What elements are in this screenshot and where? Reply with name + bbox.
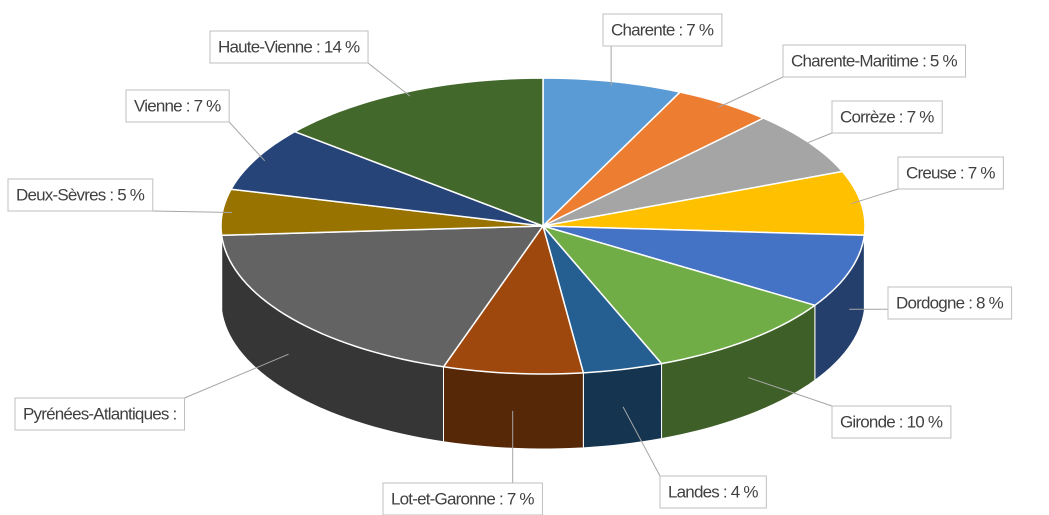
label-box — [887, 286, 1013, 320]
pie-slice — [542, 225, 816, 365]
label-box — [209, 30, 369, 64]
data-label: Dordogne : 8 % — [896, 293, 1004, 312]
data-label: Gironde : 10 % — [840, 412, 943, 431]
label-box — [7, 178, 154, 212]
leader-line — [184, 353, 289, 399]
data-label: Vienne : 7 % — [134, 96, 221, 115]
leader-line — [367, 62, 411, 97]
data-label: Creuse : 7 % — [906, 163, 995, 182]
pie-slice — [220, 225, 544, 368]
data-label: Charente-Maritime : 5 % — [791, 51, 958, 70]
label-box — [897, 156, 1004, 190]
leader-line — [228, 121, 266, 162]
data-label: Charente : 7 % — [611, 20, 714, 39]
label-box — [382, 482, 543, 515]
pie-slice — [542, 225, 663, 374]
label-box — [14, 397, 186, 431]
label-box — [602, 13, 723, 47]
label-box — [659, 475, 767, 509]
pie-slice — [542, 117, 844, 227]
data-label: Pyrénées-Atlantiques : — [23, 404, 177, 423]
leader-line — [152, 210, 233, 213]
pie-slice — [542, 77, 681, 227]
leader-line — [622, 406, 661, 477]
leader-line — [718, 76, 784, 108]
pie-slice — [542, 170, 866, 237]
label-box — [125, 89, 230, 123]
pie-side — [582, 363, 663, 449]
leader-line — [801, 132, 833, 146]
pie-slice — [542, 225, 866, 307]
pie-slice — [542, 91, 765, 227]
pie-slice — [230, 130, 544, 227]
pie-side — [442, 366, 584, 450]
pie-slice — [442, 225, 585, 375]
label-box — [831, 100, 943, 134]
data-label: Lot-et-Garonne : 7 % — [391, 489, 534, 508]
pie-slice — [294, 77, 544, 227]
label-box — [831, 405, 952, 439]
leader-line — [851, 188, 899, 205]
label-box — [782, 44, 967, 78]
data-label: Landes : 4 % — [668, 482, 758, 501]
data-label: Haute-Vienne : 14 % — [218, 37, 360, 56]
data-label: Corrèze : 7 % — [840, 107, 934, 126]
data-label: Deux-Sèvres : 5 % — [16, 185, 145, 204]
leader-line — [748, 377, 833, 407]
